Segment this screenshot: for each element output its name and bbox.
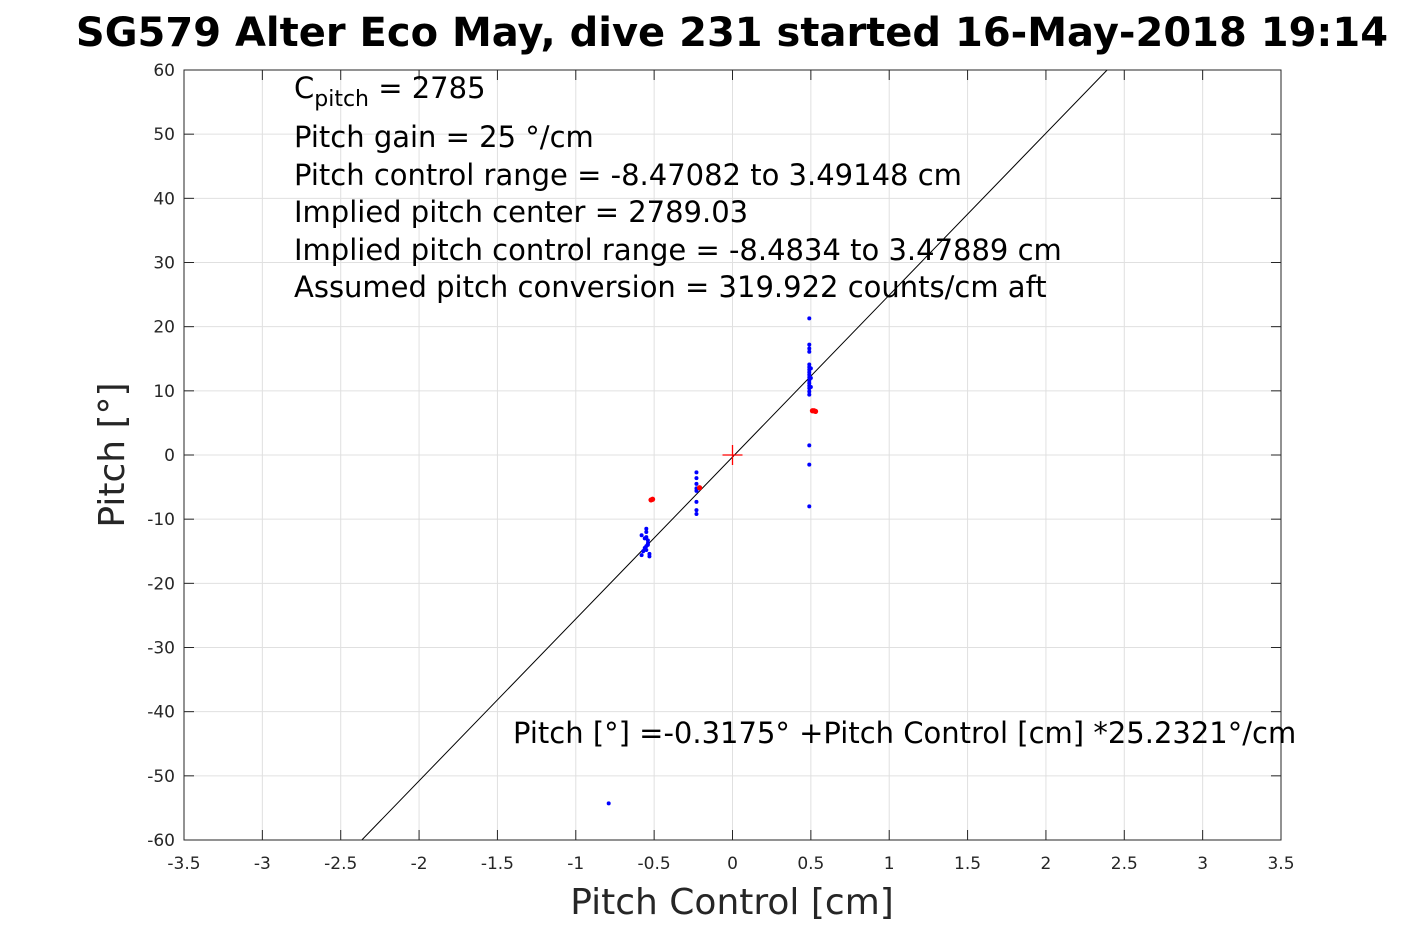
x-tick-label: -1 <box>567 854 584 874</box>
x-tick-label: 2 <box>1041 854 1052 874</box>
x-tick-label: -0.5 <box>638 854 671 874</box>
blue-data-point <box>639 553 644 558</box>
blue-data-point <box>808 366 813 371</box>
y-tick-label: 20 <box>153 318 175 338</box>
x-tick-label: -1.5 <box>481 854 514 874</box>
center-marker-group <box>722 445 743 465</box>
blue-data-point <box>694 470 699 475</box>
blue-data-point <box>807 462 812 467</box>
x-axis-label: Pitch Control [cm] <box>570 882 894 923</box>
x-tick-label: 2.5 <box>1111 854 1138 874</box>
grid <box>183 69 1282 841</box>
blue-data-point <box>694 512 699 517</box>
blue-data-point <box>694 481 699 486</box>
annotation-line: Implied pitch control range = -8.4834 to… <box>294 233 1062 267</box>
y-tick-label: -60 <box>147 831 175 851</box>
blue-data-point <box>807 316 812 321</box>
blue-data-point <box>644 526 649 531</box>
y-tick-label: -30 <box>147 639 175 659</box>
blue-data-point <box>807 349 812 354</box>
blue-data-point <box>694 499 699 504</box>
x-tick-label: 1 <box>884 854 895 874</box>
x-axis-ticks: -3.5 -3 -2.5 -2 -1.5 -1 -0.5 0 0.5 1 1.5 2 2.5 3 3.5 <box>167 70 1295 874</box>
annotation-line: Cpitch = 2785 <box>294 71 486 112</box>
annotation-line: Assumed pitch conversion = 319.922 count… <box>294 270 1047 304</box>
y-tick-label: 60 <box>153 61 175 81</box>
y-tick-label: 30 <box>153 254 175 274</box>
blue-data-point <box>694 488 699 493</box>
y-tick-label: -10 <box>147 510 175 530</box>
blue-data-point <box>639 533 644 538</box>
blue-data-point <box>694 476 699 481</box>
blue-data-point <box>807 389 812 394</box>
blue-data-point <box>808 376 813 380</box>
blue-data-point <box>644 530 649 534</box>
red-data-point <box>649 496 656 502</box>
chart-title: SG579 Alter Eco May, dive 231 started 16… <box>76 10 1388 56</box>
blue-data-point <box>807 443 812 448</box>
x-tick-label: -3 <box>254 854 271 874</box>
annotation-line: Pitch control range = -8.47082 to 3.4914… <box>294 158 962 192</box>
red-data-point <box>812 408 819 414</box>
x-tick-label: 0.5 <box>797 854 824 874</box>
blue-data-point <box>807 346 812 351</box>
x-tick-label: -2.5 <box>324 854 357 874</box>
x-tick-label: 1.5 <box>954 854 981 874</box>
fit-equation-label: Pitch [°] =-0.3175° +Pitch Control [cm] … <box>513 716 1296 750</box>
x-tick-label: -3.5 <box>167 854 200 874</box>
blue-data-point <box>807 392 812 397</box>
blue-data-point <box>645 538 650 543</box>
blue-data-point <box>642 536 647 541</box>
blue-data-point <box>807 342 812 347</box>
y-tick-label: -50 <box>147 767 175 787</box>
blue-data-point <box>647 554 652 559</box>
annotation-line: Pitch gain = 25 °/cm <box>294 120 594 154</box>
y-tick-label: -20 <box>147 574 175 594</box>
x-tick-label: 3 <box>1197 854 1208 874</box>
y-tick-label: 10 <box>153 382 175 402</box>
annotation-block: Cpitch = 2785 Pitch gain = 25 °/cm Pitch c… <box>294 71 1062 304</box>
y-tick-label: 40 <box>153 189 175 209</box>
x-tick-label: 0 <box>727 854 738 874</box>
annotation-line: Implied pitch center = 2789.03 <box>294 195 748 229</box>
blue-data-point <box>606 801 611 806</box>
x-tick-label: 3.5 <box>1267 854 1294 874</box>
blue-data-point <box>641 549 646 554</box>
data-points <box>606 316 819 806</box>
x-tick-label: -2 <box>411 854 428 874</box>
blue-data-point <box>694 508 699 513</box>
blue-data-point <box>645 542 650 547</box>
blue-data-point <box>644 547 649 552</box>
y-tick-label: -40 <box>147 703 175 723</box>
y-tick-label: 0 <box>164 446 175 466</box>
y-tick-label: 50 <box>153 125 175 145</box>
blue-data-point <box>807 504 812 509</box>
y-axis-ticks: -60 -50 -40 -30 -20 -10 0 10 20 30 40 50 60 <box>147 61 1281 851</box>
y-axis-label: Pitch [°] <box>92 382 133 527</box>
red-data-point <box>696 485 703 491</box>
blue-data-point <box>808 384 813 389</box>
